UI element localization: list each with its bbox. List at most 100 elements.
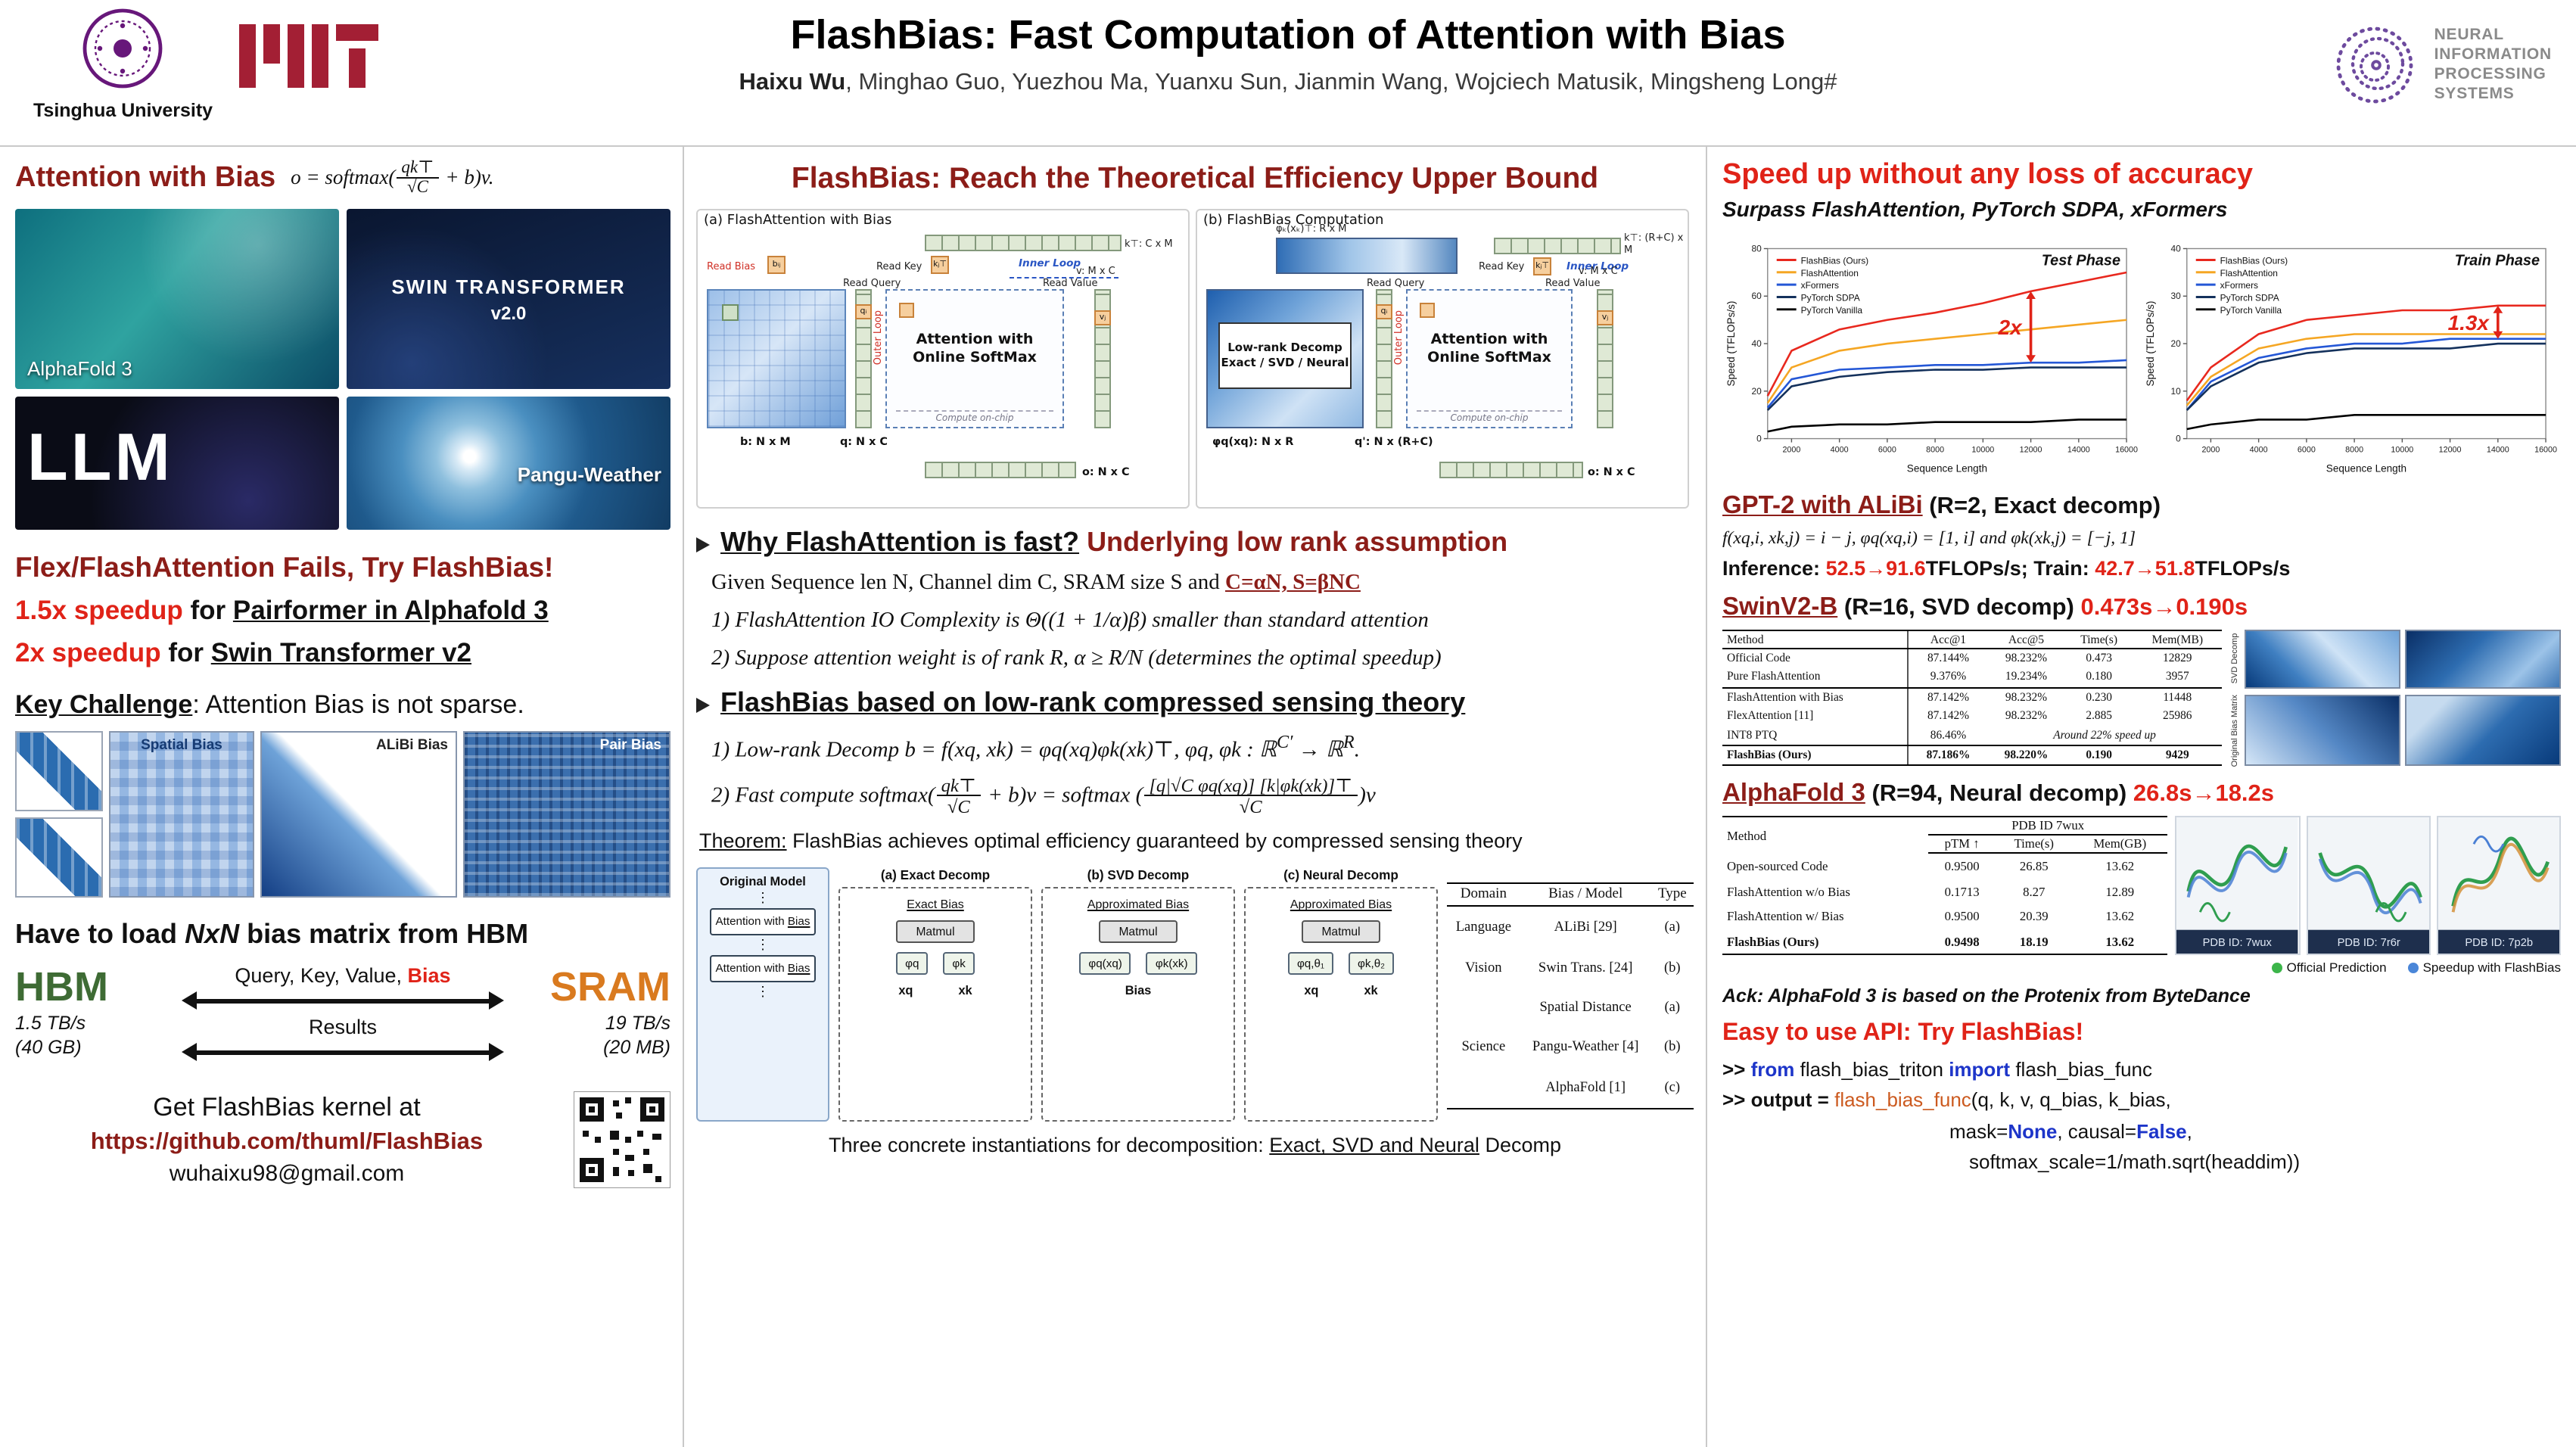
svg-text:Speed (TFLOPs/s): Speed (TFLOPs/s)	[1725, 301, 1737, 387]
contact-email[interactable]: wuhaixu98@gmail.com	[169, 1160, 405, 1187]
svg-text:PyTorch SDPA: PyTorch SDPA	[1801, 292, 1860, 303]
gpt2-results-line: Inference: 52.5→91.6TFLOPs/s; Train: 42.…	[1722, 557, 2561, 580]
keyword-none: None	[2008, 1119, 2058, 1143]
fast-compute-line: 2) Fast compute softmax(qk⊤ √C + b)v = so…	[696, 776, 1694, 817]
svg-text:14000: 14000	[2067, 446, 2090, 455]
assumption-relation: C=αN, S=βNC	[1225, 571, 1361, 595]
decomp-formula-sup2: R	[1342, 731, 1355, 752]
read-key-label: Read Key	[1479, 260, 1525, 272]
protein-structure-images: PDB ID: 7wux PDB ID: 7r6r PDB ID:	[2175, 816, 2561, 956]
tsinghua-label: Tsinghua University	[33, 100, 213, 121]
svd-decomp-label: SVD Decomp	[2231, 633, 2240, 684]
rank-assumption-line: 2) Suppose attention weight is of rank R…	[711, 646, 1442, 671]
read-value-label: Read Value	[1043, 277, 1098, 289]
svg-text:Train Phase: Train Phase	[2455, 252, 2540, 269]
matmul-box: Matmul	[896, 920, 975, 944]
low-rank-decomp-box: Low-rank Decomp Exact / SVD / Neural	[1218, 322, 1352, 389]
middle-column: FlashBias: Reach the Theoretical Efficie…	[684, 147, 1707, 1447]
svg-text:80: 80	[1752, 243, 1762, 254]
attn-box-pre: Attention with	[715, 914, 788, 929]
table-row: Spatial Distance (a)	[1447, 988, 1694, 1028]
cell: 0.1713	[1944, 885, 1980, 899]
operator-row: φq,θ₁ φk,θ₂	[1287, 952, 1395, 976]
github-url-link[interactable]: https://github.com/thuml/FlashBias	[90, 1128, 484, 1155]
cell: 87.186%	[1907, 745, 1988, 767]
title-block: FlashBias: Fast Computation of Attention…	[546, 12, 2030, 97]
cell: 0.9498	[1927, 929, 1996, 956]
input-xq: xq	[1304, 984, 1319, 998]
tsinghua-logo-icon	[83, 8, 163, 89]
arg-causal: , causal=	[2057, 1119, 2137, 1143]
svg-text:2000: 2000	[1782, 446, 1800, 455]
panel-body: Exact Bias Matmul φq φk xq xk	[838, 887, 1032, 1122]
inner-loop-arrow-icon	[1010, 277, 1118, 279]
keyword-import: import	[1949, 1058, 2011, 1081]
formula-post: + b)v.	[440, 166, 494, 189]
svg-text:8000: 8000	[2345, 446, 2363, 455]
cell: FlashAttention with Bias	[1727, 689, 1843, 704]
sram-label: SRAM	[550, 963, 670, 1010]
cell: 13.62	[2071, 929, 2168, 956]
original-bias-label: Original Bias Matrix	[2231, 694, 2240, 767]
caption-pre: Three concrete instantiations for decomp…	[828, 1134, 1270, 1157]
attn-box-bias: Bias	[787, 961, 810, 976]
bias-matrix-block	[707, 289, 846, 428]
fast-compute-end: )v	[1358, 783, 1376, 808]
diagram-a-title: (a) FlashAttention with Bias	[704, 213, 892, 229]
phi-q-box: φq	[896, 952, 929, 976]
svg-text:60: 60	[1752, 291, 1762, 301]
fraction: qk⊤ √C	[397, 159, 439, 198]
bias-kind-label: Exact Bias	[907, 898, 964, 912]
cell: 9429	[2133, 745, 2222, 767]
cell: 0.473	[2086, 651, 2112, 664]
block-diagonal-bias-matrices	[15, 730, 103, 898]
qr-code	[574, 1091, 670, 1188]
bias-kind-label: Approximated Bias	[1290, 898, 1392, 912]
bullet-arrow-icon	[696, 698, 710, 713]
alphafold-results-block: Method PDB ID 7wux pTM ↑ Time(s) Mem(GB)…	[1722, 816, 2561, 956]
fast-compute-mid: + b)v = softmax (	[982, 783, 1143, 808]
swin-results-table: Method Acc@1 Acc@5 Time(s) Mem(MB) Offic…	[1722, 630, 2222, 767]
function-name: flash_bias_func	[2010, 1058, 2152, 1081]
table-row: Vision Swin Trans. [24] (b)	[1447, 948, 1694, 988]
column-header: Time(s)	[1996, 835, 2072, 854]
test-phase-chart: 0 20 40 60 80 2000 4000 6000 8000 10000 12000 14000…	[1722, 227, 2139, 478]
svg-text:PyTorch SDPA: PyTorch SDPA	[2220, 292, 2279, 303]
pair-bias-matrix: Pair Bias	[463, 730, 670, 898]
key-cell: kⱼ⊤	[1533, 257, 1551, 275]
kernel-link-block: Get FlashBias kernel at https://github.c…	[15, 1091, 670, 1188]
cell: 9.376%	[1907, 667, 1988, 689]
double-arrow-icon	[182, 1043, 504, 1062]
cell: FlashAttention w/o Bias	[1727, 885, 1850, 899]
cell: 2.885	[2086, 708, 2112, 723]
original-bias-thumbnail	[2245, 694, 2400, 767]
authors-line: Haixu Wu, Minghao Guo, Yuezhou Ma, Yuanx…	[546, 70, 2030, 97]
alphafold-title-detail: (R=94, Neural decomp)	[1865, 781, 2133, 808]
cell: 98.220%	[1987, 745, 2065, 767]
code-line-3: mask=None, causal=False,	[1722, 1116, 2561, 1147]
cell: 0.230	[2086, 689, 2112, 704]
legend-official: Official Prediction	[2271, 960, 2387, 976]
decomp-formula-sup1: C′	[1277, 731, 1293, 752]
svd-decomp-panel: (b) SVD Decomp Approximated Bias Matmul …	[1041, 868, 1235, 1122]
mit-logo	[239, 24, 384, 95]
legend-flashbias: Speedup with FlashBias	[2407, 960, 2561, 976]
attention-with-bias-box: Attention with Bias	[709, 955, 817, 983]
phi-k-box: φk	[943, 952, 975, 976]
compute-on-chip-label: Compute on-chip	[896, 410, 1053, 424]
svg-text:Test Phase: Test Phase	[2042, 252, 2120, 269]
column-header: Method	[1722, 630, 1909, 649]
svg-text:16000: 16000	[2534, 446, 2557, 455]
fraction-denominator: √C	[1239, 796, 1262, 818]
mit-logo-icon	[239, 24, 378, 88]
legend-official-label: Official Prediction	[2286, 960, 2387, 976]
double-arrow-icon	[182, 991, 504, 1010]
svg-text:40: 40	[2171, 243, 2182, 254]
table-header-row: Method Acc@1 Acc@5 Time(s) Mem(MB)	[1722, 630, 2222, 649]
panel-title: (a) Exact Decomp	[880, 867, 991, 883]
q-prime-matrix-label: q': N x (R+C)	[1355, 434, 1433, 448]
svg-text:0: 0	[2176, 434, 2181, 444]
swin-section-title: SwinV2-B (R=16, SVD decomp) 0.473s→0.190…	[1722, 593, 2561, 622]
svg-text:10000: 10000	[2391, 446, 2413, 455]
protein-image-7p2b: PDB ID: 7p2b	[2436, 816, 2561, 956]
